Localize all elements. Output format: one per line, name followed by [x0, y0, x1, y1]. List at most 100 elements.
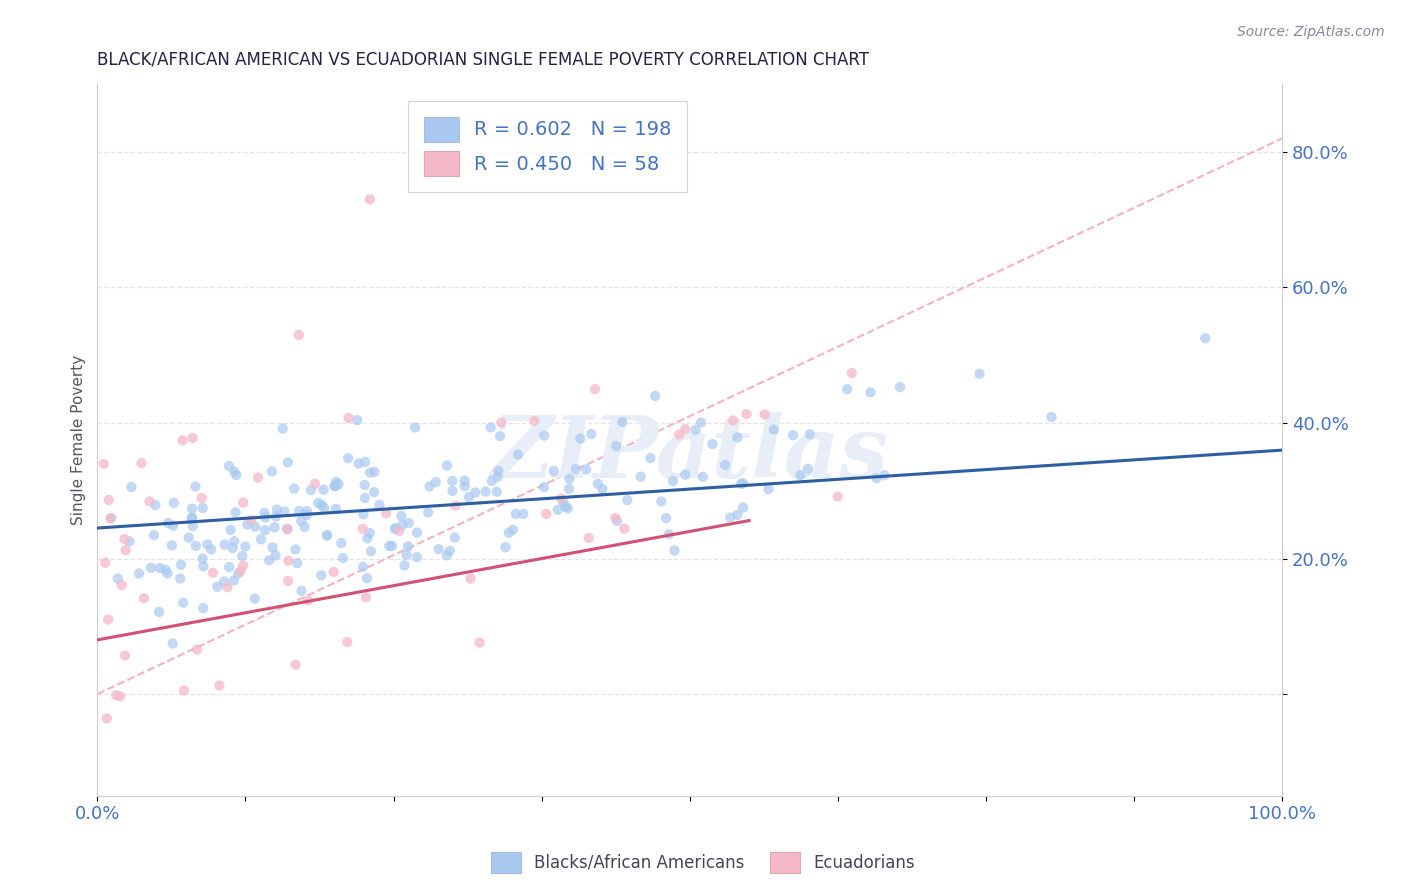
Point [262, 541, 284, 555]
Point [859, 385, 882, 400]
Point [418, 506, 440, 520]
Point [169, 572, 191, 586]
Point [224, 534, 246, 549]
Point [217, 580, 239, 594]
Point [114, 648, 136, 663]
Point [172, 434, 194, 448]
Point [323, 479, 346, 493]
Point [644, 389, 666, 403]
Point [612, 415, 634, 429]
Point [191, 500, 214, 515]
Point [229, 564, 252, 578]
Point [232, 495, 254, 509]
Point [105, 688, 128, 702]
Point [184, 479, 207, 493]
Point [557, 501, 579, 516]
Point [668, 427, 690, 442]
Point [311, 498, 333, 512]
Point [575, 462, 598, 476]
Point [325, 501, 347, 516]
Point [181, 501, 204, 516]
Point [498, 525, 520, 540]
Point [583, 382, 606, 396]
Point [254, 510, 277, 524]
Point [533, 480, 555, 494]
Point [224, 465, 246, 479]
Point [391, 517, 413, 532]
Point [444, 531, 467, 545]
Point [533, 428, 555, 442]
Point [277, 522, 299, 536]
Point [163, 496, 186, 510]
Point [352, 559, 374, 574]
Point [264, 549, 287, 563]
Point [294, 520, 316, 534]
Point [197, 537, 219, 551]
Point [309, 568, 332, 582]
Point [512, 507, 534, 521]
Point [835, 382, 858, 396]
Point [93, 457, 115, 471]
Point [222, 574, 245, 588]
Point [506, 447, 529, 461]
Point [605, 511, 627, 525]
Point [444, 499, 467, 513]
Point [505, 507, 527, 521]
Point [155, 563, 177, 577]
Point [673, 422, 696, 436]
Point [762, 423, 785, 437]
Point [1040, 410, 1063, 425]
Point [143, 528, 166, 542]
Point [381, 539, 404, 553]
Point [181, 519, 204, 533]
Point [148, 605, 170, 619]
Point [395, 548, 418, 562]
Point [799, 427, 821, 442]
Point [304, 476, 326, 491]
Point [730, 476, 752, 491]
Point [273, 504, 295, 518]
Point [485, 484, 508, 499]
Point [725, 430, 748, 444]
Point [288, 327, 311, 342]
Point [458, 490, 481, 504]
Point [299, 483, 322, 497]
Point [218, 560, 240, 574]
Point [201, 566, 224, 580]
Point [207, 580, 229, 594]
Point [250, 533, 273, 547]
Point [222, 541, 245, 555]
Point [664, 543, 686, 558]
Point [352, 522, 374, 536]
Point [295, 508, 318, 522]
Point [841, 366, 863, 380]
Point [735, 407, 758, 421]
Point [398, 516, 420, 530]
Point [547, 503, 569, 517]
Point [177, 531, 200, 545]
Point [100, 511, 122, 525]
Point [375, 506, 398, 520]
Point [193, 559, 215, 574]
Point [332, 551, 354, 566]
Y-axis label: Single Female Poverty: Single Female Poverty [72, 355, 86, 525]
Point [721, 413, 744, 427]
Point [218, 459, 240, 474]
Point [160, 538, 183, 552]
Point [690, 416, 713, 430]
Point [453, 474, 475, 488]
Point [797, 462, 820, 476]
Point [436, 548, 458, 562]
Point [606, 514, 628, 528]
Point [554, 500, 576, 514]
Point [718, 510, 741, 524]
Point [578, 531, 600, 545]
Point [212, 574, 235, 589]
Point [558, 472, 581, 486]
Text: BLACK/AFRICAN AMERICAN VS ECUADORIAN SINGLE FEMALE POVERTY CORRELATION CHART: BLACK/AFRICAN AMERICAN VS ECUADORIAN SIN… [97, 51, 869, 69]
Point [226, 566, 249, 581]
Point [655, 511, 678, 525]
Point [425, 475, 447, 490]
Point [640, 450, 662, 465]
Point [439, 544, 461, 558]
